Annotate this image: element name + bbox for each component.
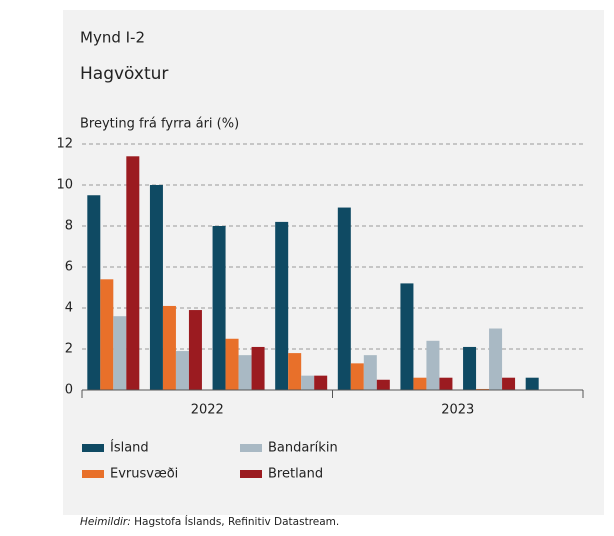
bar [188, 310, 202, 390]
bar [502, 377, 516, 390]
source-note: Heimildir: Hagstofa Íslands, Refinitiv D… [80, 515, 339, 528]
x-group-label: 2023 [441, 403, 474, 418]
bar [175, 351, 189, 390]
legend-swatch [82, 470, 104, 478]
bar [113, 316, 127, 390]
bar [476, 388, 490, 390]
legend-swatch [82, 444, 104, 452]
x-group-label: 2022 [191, 403, 224, 418]
bar [87, 195, 101, 390]
y-tick-label: 6 [65, 260, 73, 275]
bar [400, 283, 414, 390]
legend-label: Evrusvæði [110, 467, 178, 482]
bar [212, 226, 226, 390]
bar [489, 328, 503, 390]
bar [288, 353, 302, 390]
bar [149, 185, 163, 390]
bar [350, 363, 364, 390]
bar [426, 340, 440, 390]
legend-label: Ísland [110, 440, 149, 456]
y-tick-label: 8 [65, 219, 73, 234]
figure-label: Mynd I-2 [80, 29, 145, 47]
panel-background [63, 10, 604, 515]
bar [337, 207, 351, 390]
bar [126, 156, 140, 390]
bar [439, 377, 453, 390]
bar [162, 305, 176, 390]
bar [525, 377, 539, 390]
legend-swatch [240, 470, 262, 478]
y-tick-label: 2 [65, 342, 73, 357]
y-tick-label: 10 [56, 178, 73, 193]
bar [314, 375, 328, 390]
bar [251, 346, 265, 390]
legend-label: Bretland [268, 467, 323, 482]
y-tick-label: 0 [65, 383, 73, 398]
legend-swatch [240, 444, 262, 452]
y-axis-title: Breyting frá fyrra ári (%) [80, 117, 239, 132]
y-tick-label: 12 [56, 137, 73, 152]
bar [238, 355, 252, 390]
bar [413, 377, 427, 390]
legend-label: Bandaríkin [268, 441, 338, 456]
bar [301, 375, 315, 390]
bar [463, 346, 477, 390]
y-tick-label: 4 [65, 301, 73, 316]
bar [275, 221, 289, 390]
bar [376, 379, 390, 390]
bar [225, 338, 239, 390]
source-label: Heimildir: [80, 516, 131, 528]
bar [100, 279, 114, 390]
bar [363, 355, 377, 390]
chart-title: Hagvöxtur [80, 64, 168, 84]
source-text: Hagstofa Íslands, Refinitiv Datastream. [134, 515, 339, 528]
